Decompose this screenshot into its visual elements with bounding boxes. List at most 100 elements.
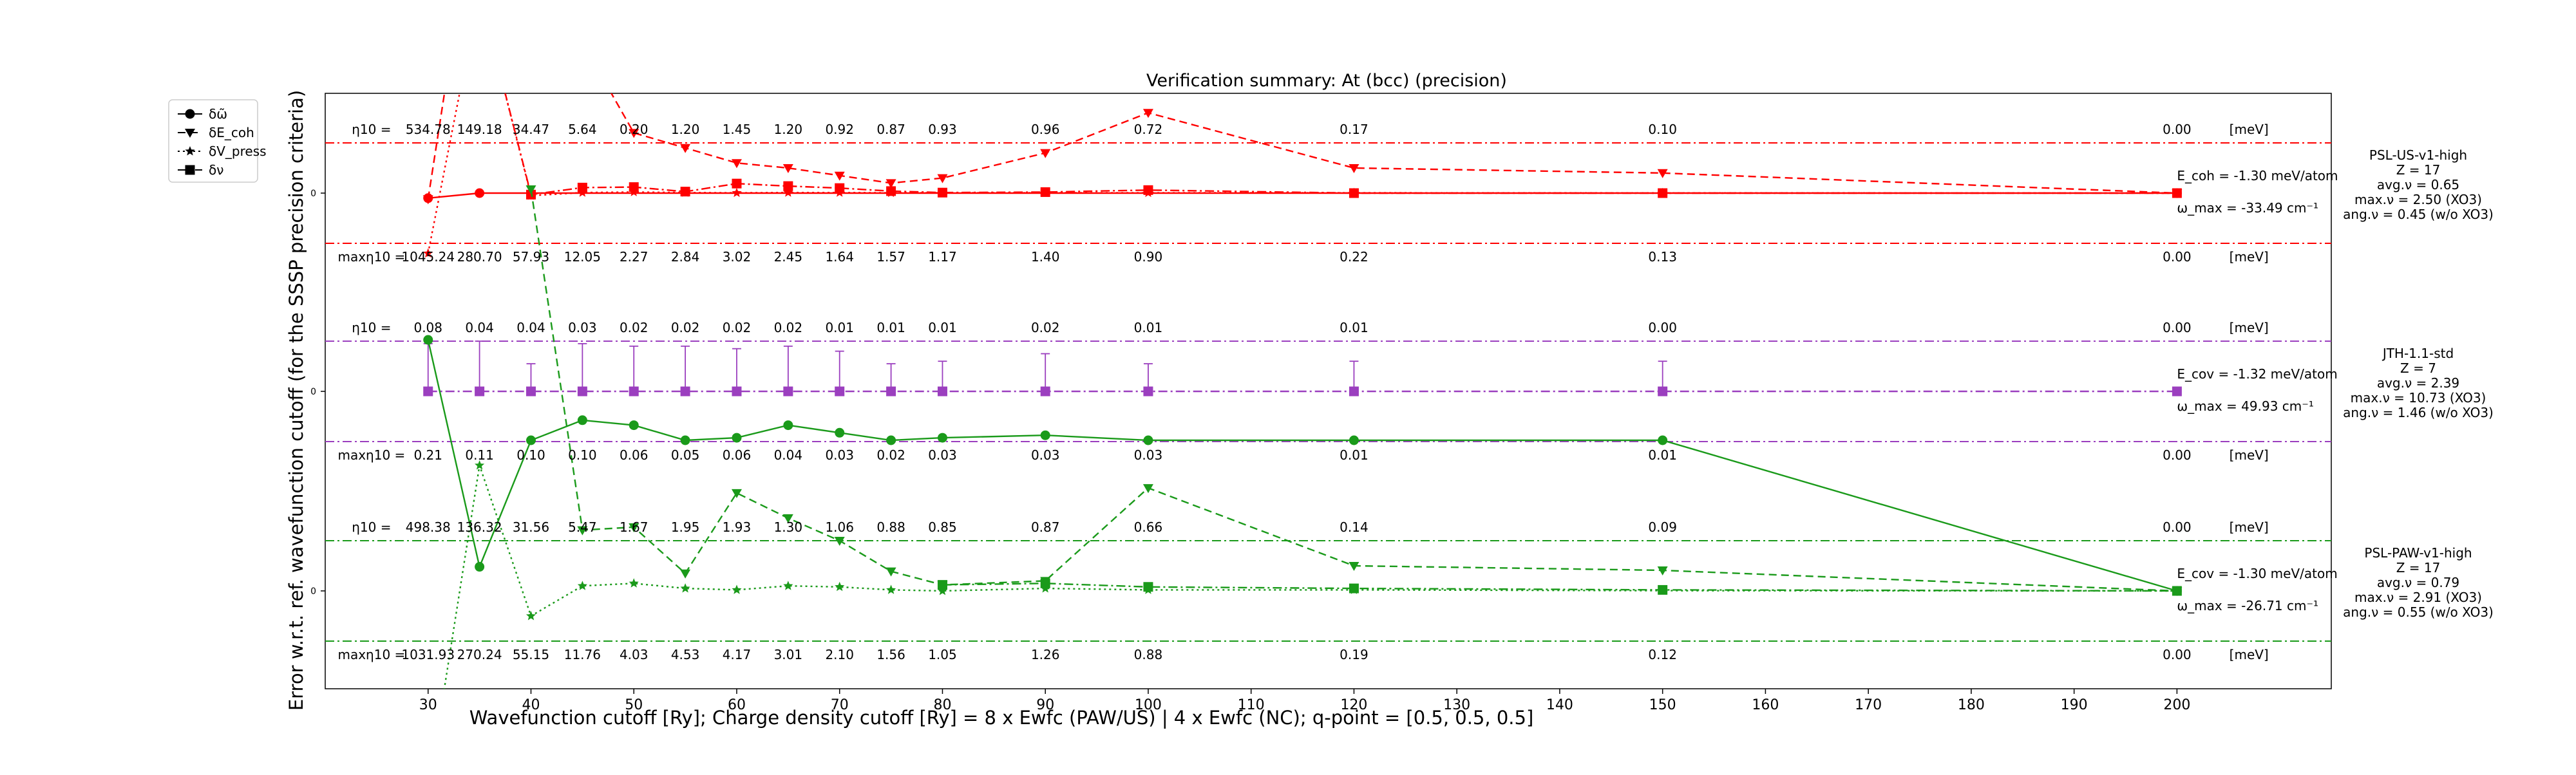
eta-value: 0.20 [620,122,649,137]
data-point-ecoh [731,159,742,169]
maxeta-value: 0.04 [774,447,803,463]
maxeta-value: 0.12 [1648,647,1677,662]
data-point-ecoh [577,39,587,48]
x-tick-label: 130 [1443,697,1470,713]
data-point-nu [1040,386,1050,397]
y-tick-label: 0 [310,387,316,397]
data-point-nu [732,386,742,397]
data-point-nu [1349,188,1359,198]
data-point-omega [577,415,587,425]
plot-area: 30 40 50 60 70 80 90 100 110 120 130 140 150 160 170 18… [310,39,2494,713]
data-point-omega [1143,435,1153,445]
data-point-vpress [526,611,536,621]
maxeta-value: 11.76 [564,647,601,662]
data-point-nu [886,386,896,397]
eta-value: 0.01 [876,320,905,335]
eta-value: 0.00 [2163,519,2192,535]
maxeta-value: 0.03 [1031,447,1060,463]
data-point-ecoh [680,144,691,153]
eta-value: 34.47 [513,122,549,137]
data-point-nu [1658,386,1668,397]
data-point-nu [680,386,690,397]
legend-marker [185,129,195,138]
maxeta-value: 280.70 [457,249,502,265]
x-tick-label: 180 [1958,697,1985,713]
x-tick-label: 40 [522,697,540,713]
y-tick-label: 0 [310,586,316,597]
eta-value: 0.85 [928,519,957,535]
data-point-nu [835,183,845,193]
ecoh-label: E_coh = -1.30 meV/atom [2177,168,2338,183]
eta-value: 0.04 [465,320,494,335]
meV-unit: [meV] [2230,320,2269,335]
data-point-omega [1349,435,1359,445]
legend-marker [185,146,195,156]
eta-value: 0.93 [928,122,957,137]
maxeta-value: 270.24 [457,647,502,662]
legend-label: δE_coh [209,125,254,140]
data-point-nu [1143,386,1153,397]
x-tick-label: 150 [1649,697,1676,713]
data-point-nu [1040,578,1050,588]
data-point-vpress [423,248,433,258]
data-point-nu [577,182,587,192]
maxeta-value: 0.10 [568,447,597,463]
eta-value: 0.02 [620,320,649,335]
meV-unit: [meV] [2230,647,2269,662]
data-point-nu [475,386,485,397]
eta-value: 534.78 [406,122,451,137]
chart-title: Verification summary: At (bcc) (precisio… [1146,71,1507,91]
eta-value: 0.02 [1031,320,1060,335]
maxeta-value: 1.40 [1031,249,1060,265]
eta-value: 1.95 [671,519,700,535]
eta-value: 0.08 [413,320,442,335]
maxeta-value: 0.19 [1340,647,1368,662]
x-tick-label: 50 [625,697,643,713]
maxeta-value: 0.01 [1648,447,1677,463]
maxeta-value: 0.01 [1340,447,1368,463]
meV-unit: [meV] [2230,519,2269,535]
data-point-omega [1040,430,1050,440]
maxeta-value: 0.00 [2163,647,2192,662]
data-point-nu [1349,386,1359,397]
panel-info-line: max.ν = 2.91 (XO3) [2354,590,2482,605]
data-point-ecoh [834,537,845,546]
x-tick-label: 200 [2163,697,2190,713]
eta-value: 0.92 [825,122,854,137]
data-point-nu [937,580,947,590]
data-point-ecoh [782,164,793,173]
series-line-ecoh [427,93,2177,200]
maxeta-value: 1.17 [928,249,957,265]
meV-unit: [meV] [2230,122,2269,137]
data-point-ecoh [1040,149,1051,158]
maxeta-value: 0.10 [516,447,545,463]
data-point-ecoh [1349,164,1359,173]
panel-info-line: JTH-1.1-std [2382,346,2454,361]
panel-info-line: PSL-PAW-v1-high [2364,545,2472,561]
data-point-vpress [629,578,639,588]
eta-value: 1.20 [671,122,700,137]
maxeta-value: 1.26 [1031,647,1060,662]
data-point-omega [835,427,845,438]
data-point-ecoh [526,185,536,194]
legend-marker [185,165,195,175]
eta-value: 0.01 [928,320,957,335]
data-point-omega [732,433,742,443]
eta-prefix: η10 = [352,122,391,137]
maxeta-value: 0.88 [1134,647,1163,662]
data-point-ecoh [731,489,742,498]
series-line-omega [427,339,2177,592]
maxeta-value: 1031.93 [401,647,455,662]
meV-unit: [meV] [2230,249,2269,265]
data-point-omega [475,188,485,198]
data-point-nu [2172,386,2182,397]
data-point-vpress [783,187,793,197]
eta-value: 5.64 [568,122,597,137]
eta-value: 5.47 [568,519,597,535]
series-line-ecoh [530,189,2177,592]
maxeta-value: 2.45 [774,249,803,265]
eta-value: 1.06 [825,519,854,535]
data-point-ecoh [886,567,896,577]
eta-value: 0.00 [2163,320,2192,335]
